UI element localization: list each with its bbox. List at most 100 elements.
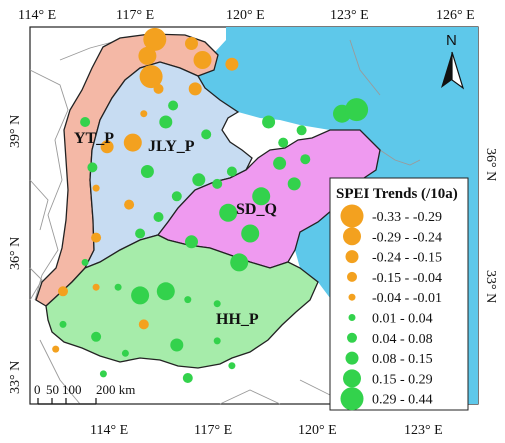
legend-label: 0.08 - 0.15 bbox=[372, 352, 433, 367]
station-marker bbox=[135, 228, 146, 239]
station-marker bbox=[185, 37, 198, 50]
station-marker bbox=[143, 27, 167, 51]
station-marker bbox=[252, 187, 271, 206]
station-marker bbox=[91, 232, 102, 243]
scale-label-100: 100 bbox=[62, 382, 82, 397]
station-marker bbox=[201, 129, 212, 140]
scale-bar: 0 50 100 200 km bbox=[34, 382, 135, 405]
station-marker bbox=[300, 154, 311, 165]
station-marker bbox=[296, 125, 307, 136]
legend-symbol bbox=[347, 332, 357, 343]
legend-label: 0.29 - 0.44 bbox=[372, 393, 433, 408]
station-marker bbox=[345, 98, 369, 122]
region-hh-p bbox=[45, 234, 319, 369]
station-marker bbox=[92, 184, 100, 192]
region-label-yt-p: YT_P bbox=[74, 130, 114, 147]
legend-symbol bbox=[343, 227, 361, 246]
station-marker bbox=[156, 282, 175, 301]
legend-symbol bbox=[347, 271, 357, 282]
station-marker bbox=[159, 115, 173, 129]
scale-label-200: 200 km bbox=[96, 382, 135, 397]
legend-label: -0.29 - -0.24 bbox=[372, 230, 442, 245]
lon-label-bottom-1: 114° E bbox=[90, 423, 128, 438]
station-marker bbox=[139, 65, 163, 89]
station-marker bbox=[287, 177, 301, 191]
scale-label-50: 50 bbox=[46, 382, 59, 397]
legend-label: 0.15 - 0.29 bbox=[372, 372, 433, 387]
legend-symbol bbox=[345, 351, 359, 365]
station-marker bbox=[188, 82, 202, 96]
station-marker bbox=[52, 345, 60, 353]
station-marker bbox=[170, 338, 184, 352]
station-marker bbox=[273, 156, 287, 170]
station-marker bbox=[213, 337, 221, 345]
legend-symbol bbox=[340, 204, 364, 228]
legend-label: 0.01 - 0.04 bbox=[372, 312, 433, 327]
station-marker bbox=[228, 362, 236, 370]
legend-symbol bbox=[345, 250, 359, 264]
lat-label-left-2: 36° N bbox=[8, 237, 23, 270]
station-marker bbox=[124, 199, 135, 210]
lon-label-bottom-4: 123° E bbox=[404, 423, 443, 438]
north-arrow-icon: N bbox=[441, 32, 465, 90]
station-marker bbox=[153, 83, 164, 94]
region-label-hh-p: HH_P bbox=[216, 311, 259, 328]
legend-label: 0.04 - 0.08 bbox=[372, 332, 433, 347]
station-marker bbox=[87, 162, 98, 173]
legend-label: -0.15 - -0.04 bbox=[372, 271, 442, 286]
legend-label: -0.33 - -0.29 bbox=[372, 210, 442, 225]
station-marker bbox=[241, 224, 260, 243]
station-marker bbox=[168, 100, 179, 111]
legend-label: -0.24 - -0.15 bbox=[372, 251, 442, 266]
station-marker bbox=[193, 51, 212, 69]
north-label: N bbox=[446, 32, 457, 49]
station-marker bbox=[185, 235, 198, 249]
station-marker bbox=[230, 253, 249, 272]
station-marker bbox=[212, 178, 223, 189]
lon-label-top-5: 126° E bbox=[436, 8, 475, 23]
station-marker bbox=[99, 370, 107, 378]
station-marker bbox=[262, 115, 276, 129]
station-marker bbox=[92, 283, 100, 291]
station-marker bbox=[140, 165, 154, 178]
lon-label-top-1: 114° E bbox=[18, 8, 56, 23]
station-markers bbox=[52, 27, 369, 383]
station-marker bbox=[59, 320, 67, 328]
station-marker bbox=[100, 140, 114, 154]
station-marker bbox=[140, 110, 148, 118]
station-marker bbox=[91, 331, 102, 342]
legend-label: -0.04 - -0.01 bbox=[372, 291, 442, 306]
station-marker bbox=[114, 283, 122, 291]
lat-label-left-1: 39° N bbox=[8, 115, 23, 148]
station-marker bbox=[213, 300, 221, 308]
legend: SPEI Trends (/10a) -0.33 - -0.29 -0.29 - … bbox=[329, 177, 469, 411]
legend-symbol bbox=[340, 387, 364, 411]
station-marker bbox=[278, 137, 289, 148]
lat-label-right-1: 36° N bbox=[483, 148, 498, 181]
lon-label-bottom-2: 117° E bbox=[194, 423, 232, 438]
lat-label-right-2: 33° N bbox=[483, 270, 498, 303]
lon-label-top-2: 117° E bbox=[116, 8, 154, 23]
lon-label-bottom-3: 120° E bbox=[298, 423, 337, 438]
station-marker bbox=[138, 319, 149, 330]
legend-title: SPEI Trends (/10a) bbox=[336, 186, 458, 202]
station-marker bbox=[123, 133, 142, 152]
station-marker bbox=[225, 57, 239, 71]
station-marker bbox=[121, 349, 129, 357]
station-marker bbox=[184, 296, 192, 304]
legend-symbol bbox=[343, 369, 361, 388]
station-marker bbox=[171, 191, 182, 202]
station-marker bbox=[58, 286, 68, 297]
station-marker bbox=[226, 166, 237, 177]
scale-label-0: 0 bbox=[34, 382, 41, 397]
station-marker bbox=[131, 286, 150, 305]
lon-label-top-3: 120° E bbox=[226, 8, 265, 23]
station-marker bbox=[219, 203, 238, 222]
legend-symbol bbox=[348, 314, 356, 321]
lat-label-left-3: 33° N bbox=[8, 361, 23, 394]
lon-label-top-4: 123° E bbox=[330, 8, 369, 23]
station-marker bbox=[138, 46, 157, 65]
region-label-sd-q: SD_Q bbox=[236, 201, 277, 218]
station-marker bbox=[81, 258, 89, 266]
